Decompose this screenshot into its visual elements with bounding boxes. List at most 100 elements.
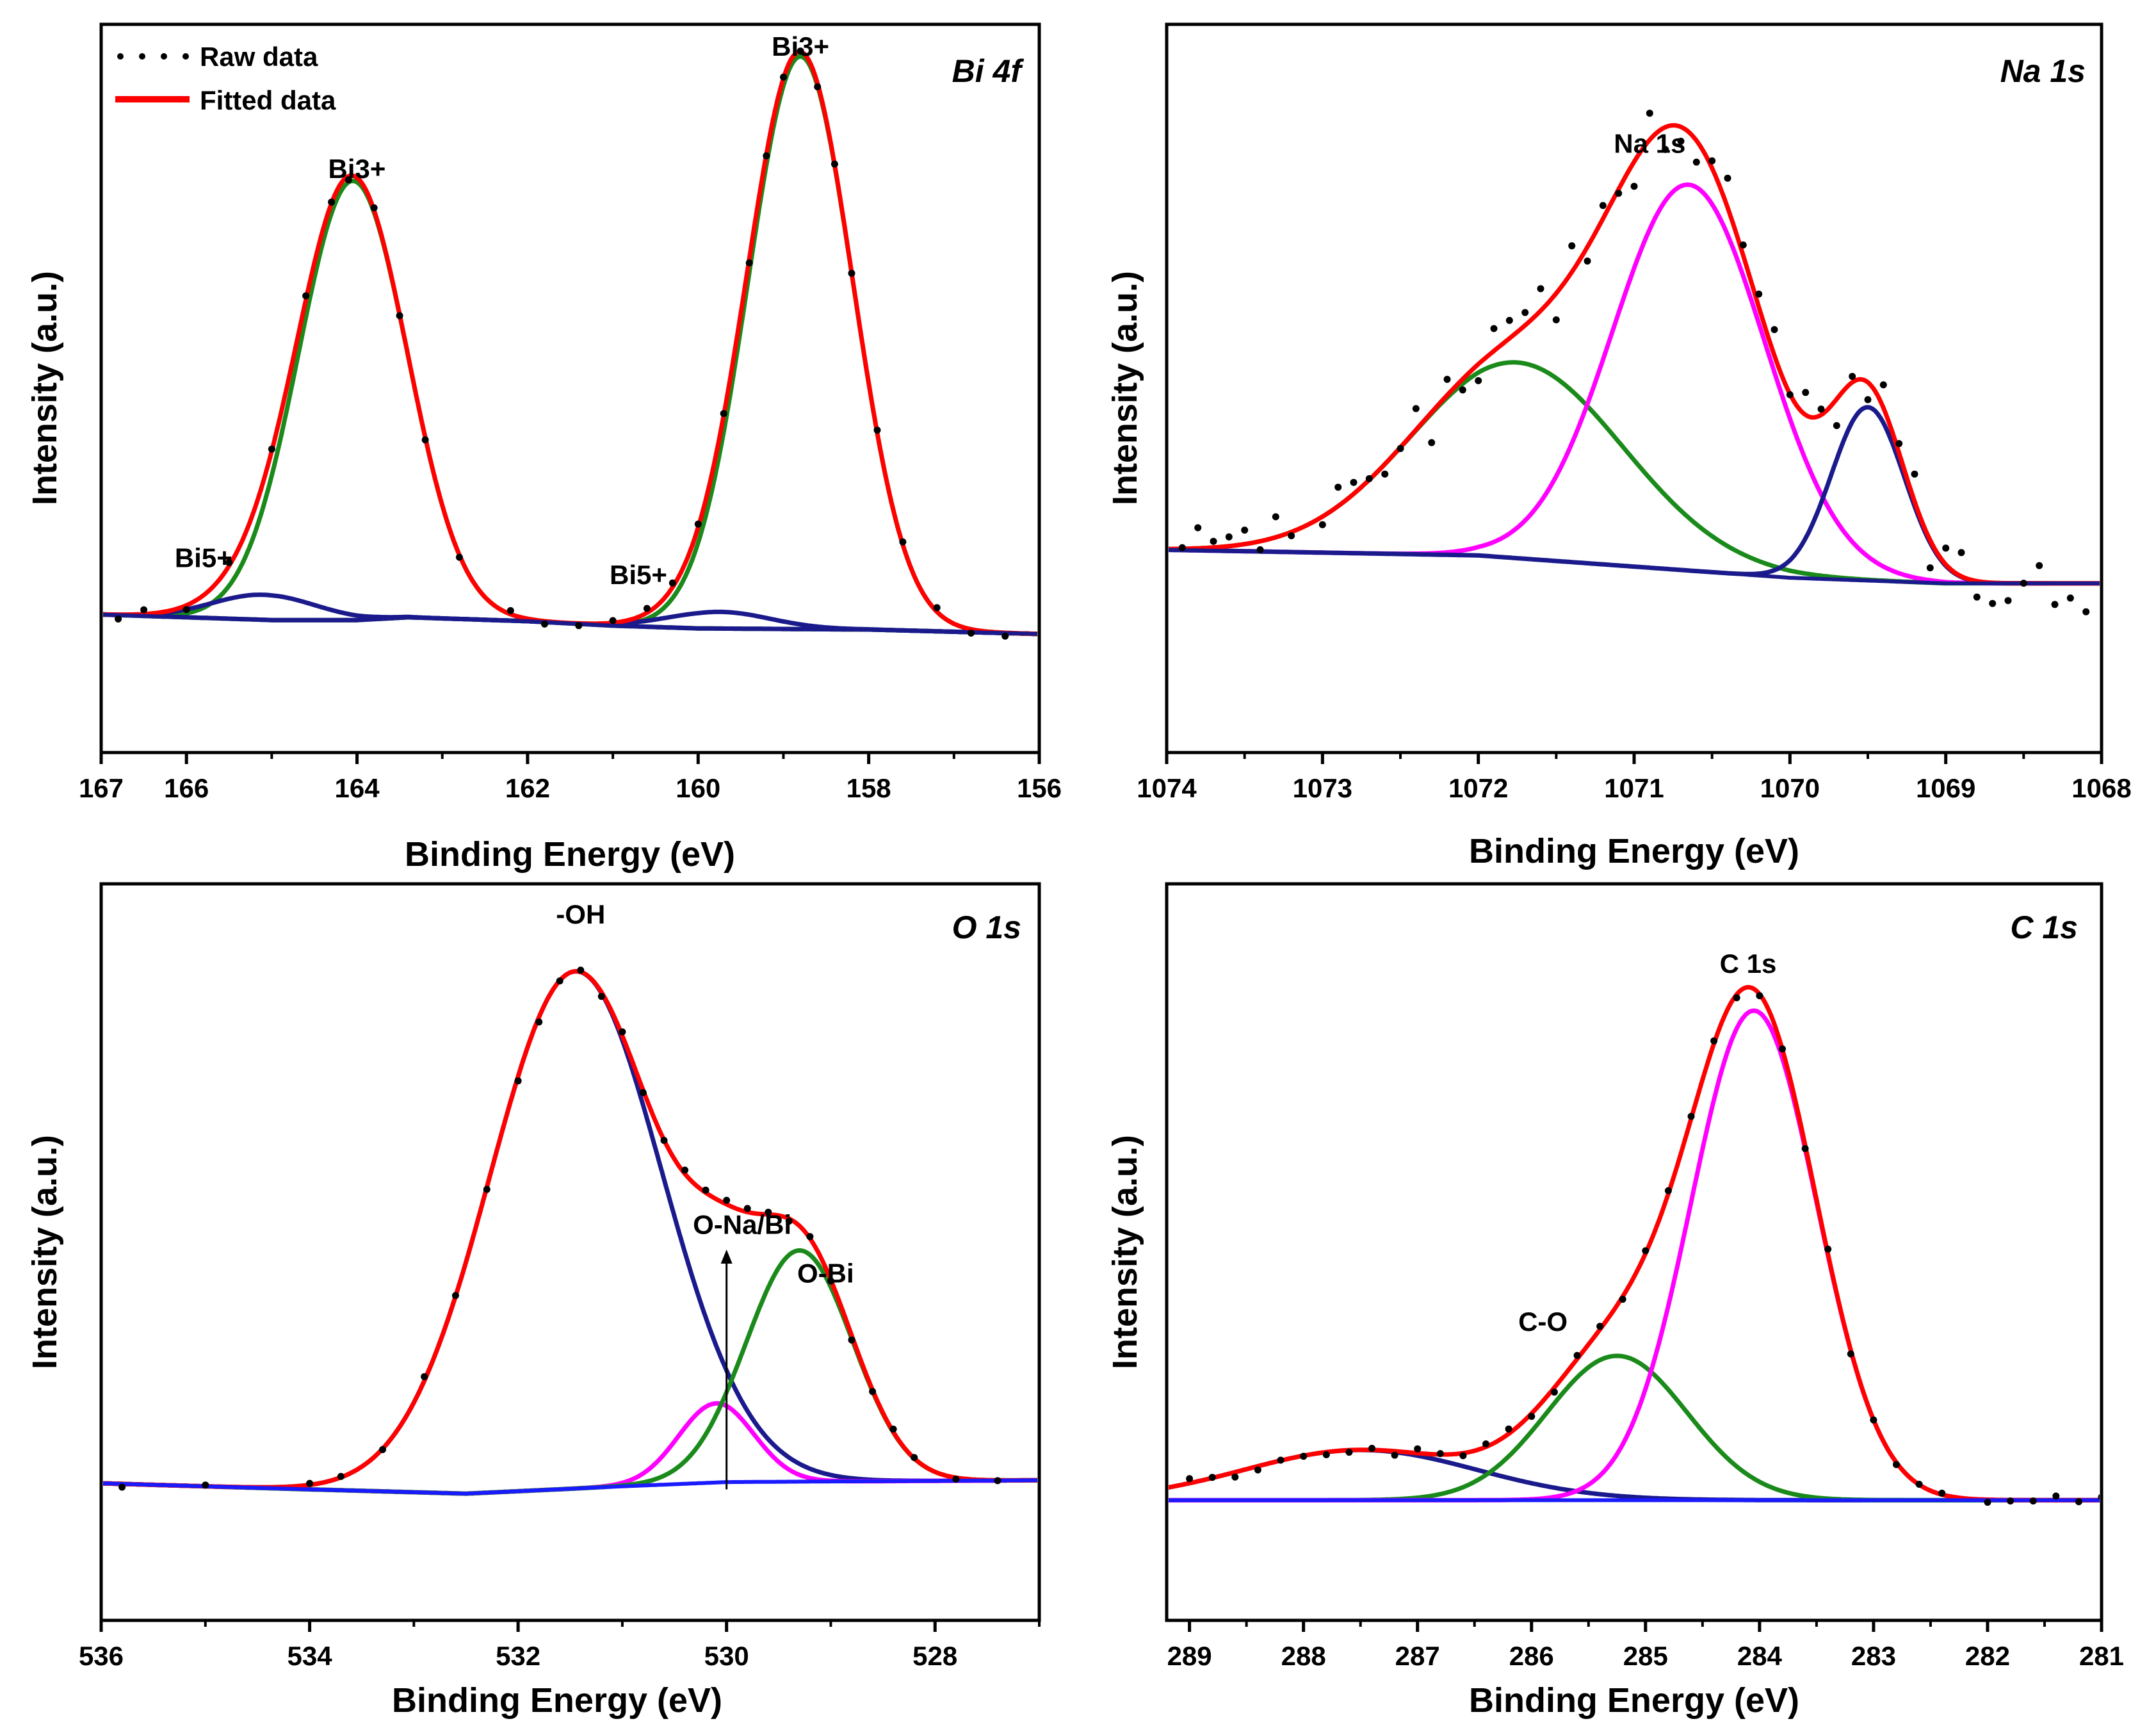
panel-title: O 1s — [952, 909, 1021, 945]
raw-data-point — [1001, 632, 1009, 640]
x-tick-label: 530 — [704, 1641, 749, 1671]
raw-data-point — [1599, 202, 1607, 209]
raw-data-point — [869, 1388, 877, 1396]
raw-data-point — [1756, 992, 1763, 1000]
raw-data-point — [306, 1479, 314, 1487]
raw-data-point — [1786, 391, 1794, 398]
raw-data-point — [1849, 373, 1856, 380]
raw-data-point — [140, 606, 148, 614]
raw-data-point — [1277, 1456, 1285, 1464]
raw-data-point — [2082, 608, 2090, 615]
raw-data-point — [720, 410, 727, 418]
raw-data-point — [379, 1446, 386, 1453]
raw-data-point — [1528, 1413, 1536, 1420]
fitted-envelope — [1169, 984, 2100, 1503]
raw-data-point — [681, 1166, 689, 1174]
legend-raw-marker — [117, 53, 189, 60]
raw-data-point — [2007, 1497, 2014, 1505]
raw-data-point — [785, 1218, 793, 1225]
peak-annotation: C-O — [1518, 1307, 1568, 1337]
x-tick-label: 284 — [1737, 1641, 1783, 1671]
raw-data-point — [2004, 597, 2012, 605]
raw-data-point — [1537, 285, 1544, 293]
raw-data-point — [2052, 1492, 2060, 1500]
raw-data-point — [1664, 1187, 1672, 1194]
raw-data-point — [2075, 1498, 2082, 1506]
raw-data-point — [660, 1137, 668, 1144]
raw-data-point — [1254, 1466, 1261, 1474]
raw-data-point — [1322, 1451, 1330, 1458]
raw-data-point — [1225, 533, 1233, 541]
raw-data-point — [780, 73, 787, 81]
peak-annotation: Na 1s — [1614, 129, 1685, 159]
raw-data-point — [328, 199, 336, 206]
raw-data-point — [1915, 1481, 1923, 1488]
x-tick-label: 166 — [164, 773, 209, 803]
raw-data-point — [702, 1186, 709, 1194]
raw-data-point — [889, 1425, 897, 1433]
x-tick-label: 532 — [496, 1641, 540, 1671]
raw-data-point — [421, 436, 429, 444]
raw-data-point — [115, 615, 122, 623]
raw-data-point — [1879, 381, 1887, 389]
raw-data-point — [2036, 562, 2043, 569]
raw-data-point — [797, 47, 804, 55]
raw-data-point — [1505, 316, 1513, 324]
raw-data-point — [669, 579, 676, 587]
raw-data-point — [1724, 174, 1731, 182]
raw-data-point — [1550, 1389, 1558, 1396]
raw-data-point — [483, 1185, 490, 1193]
raw-data-point — [1231, 1473, 1239, 1481]
raw-data-point — [1208, 1474, 1216, 1481]
raw-data-point — [1391, 1451, 1398, 1459]
peak-annotation: Bi5+ — [610, 560, 667, 590]
raw-data-point — [848, 270, 855, 277]
plot-frame — [99, 22, 1041, 754]
raw-data-point — [643, 605, 651, 612]
raw-data-point — [344, 176, 352, 184]
panel-na-1s: Na 1s 1074 1073 1072 1071 1070 1069 1068 Na 1s… — [1106, 22, 2132, 870]
raw-data-point — [2098, 1494, 2100, 1501]
raw-data-point — [1802, 389, 1810, 396]
x-axis-label: Binding Energy (eV) — [405, 835, 735, 874]
raw-data-point — [1630, 183, 1638, 190]
raw-data-point — [1938, 1489, 1946, 1497]
peak-annotation: Bi5+ — [175, 543, 232, 573]
raw-data-point — [1739, 241, 1747, 248]
x-tick-label: 288 — [1281, 1641, 1326, 1671]
peak-annotation: -OH — [556, 899, 605, 929]
raw-data-point — [1318, 521, 1326, 528]
raw-data-point — [1397, 444, 1404, 452]
raw-data-point — [2029, 1497, 2037, 1505]
raw-data-point — [1334, 484, 1342, 491]
raw-data-point — [575, 622, 583, 630]
x-tick-label: 167 — [79, 773, 124, 803]
raw-data-point — [2066, 594, 2074, 602]
raw-data-point — [1186, 1475, 1194, 1483]
raw-data-point — [1833, 422, 1840, 429]
raw-data-point — [225, 558, 233, 566]
raw-data-point — [609, 617, 617, 624]
raw-data-point — [1194, 524, 1202, 532]
raw-data-point — [1733, 994, 1740, 1002]
raw-data-point — [745, 259, 753, 266]
raw-data-point — [1241, 526, 1249, 534]
raw-data-point — [1256, 546, 1264, 553]
x-axis-label: Binding Energy (eV) — [1469, 1681, 1799, 1720]
raw-data-point — [370, 204, 378, 211]
x-axis-label: Binding Energy (eV) — [1469, 832, 1799, 870]
raw-data-point — [1755, 290, 1763, 298]
plot-area: Bi3+ Bi3+ Bi5+ Bi5+ — [103, 31, 1037, 640]
x-axis-ticks: 167 166 164 162 160 158 156 — [79, 753, 1062, 803]
x-axis-ticks: 289 288 287 286 285 284 283 282 281 — [1167, 1620, 2124, 1671]
raw-data-point — [1552, 316, 1560, 323]
raw-data-point — [743, 1205, 751, 1212]
peak-annotation: O-Bi — [797, 1258, 854, 1289]
raw-data-point — [1615, 190, 1623, 197]
plot-area: -OH O-Na/BiO-Bi — [103, 899, 1037, 1496]
raw-data-point — [1708, 157, 1716, 165]
raw-data-point — [952, 1476, 960, 1483]
raw-data-point — [763, 152, 770, 159]
raw-data-point — [1272, 513, 1279, 521]
x-tick-label: 281 — [2079, 1641, 2124, 1671]
